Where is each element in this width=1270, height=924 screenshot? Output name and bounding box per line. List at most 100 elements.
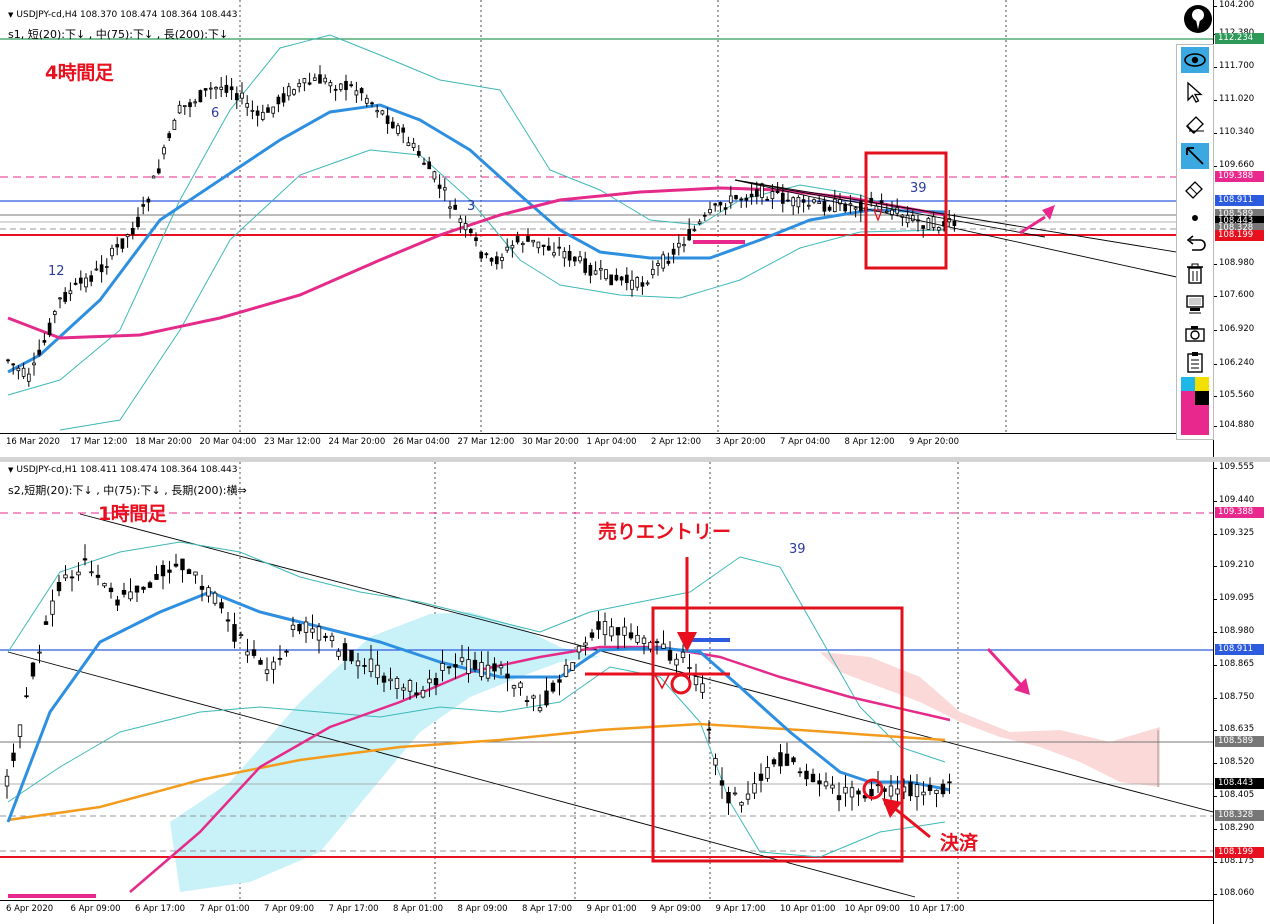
bollinger-upper bbox=[7, 34, 946, 396]
h1-timeframe-label: 1時間足 bbox=[98, 503, 167, 525]
h4-price-axis[interactable]: 112.380111.700111.020110.340109.660108.9… bbox=[1213, 0, 1270, 457]
candle-up bbox=[245, 103, 250, 108]
candle-down bbox=[225, 619, 231, 622]
h1-price-axis[interactable]: 109.555 109.440 109.325 109.210 109.095 108.9… bbox=[1213, 462, 1270, 924]
candle-up bbox=[562, 251, 567, 259]
candle-up bbox=[593, 270, 598, 275]
candle-down bbox=[667, 650, 673, 661]
pane-separator[interactable] bbox=[0, 457, 1270, 462]
price-tag-gray: 108.589 bbox=[1215, 209, 1264, 220]
cursor-icon[interactable] bbox=[1181, 79, 1209, 105]
ma-short-line bbox=[7, 103, 946, 374]
template-icon[interactable] bbox=[1181, 291, 1209, 317]
time-tick-label: 9 Apr 20:00 bbox=[909, 437, 960, 447]
candle-up bbox=[440, 662, 445, 671]
candle-up bbox=[396, 125, 400, 134]
candle-down bbox=[572, 256, 577, 262]
candle-down bbox=[869, 197, 874, 204]
candle-down bbox=[515, 236, 520, 243]
candle-down bbox=[801, 199, 806, 203]
candle-up bbox=[466, 659, 471, 674]
price-tick-label: 111.020 bbox=[1213, 94, 1255, 104]
candle-up bbox=[355, 660, 361, 667]
trash-icon[interactable] bbox=[1181, 261, 1209, 287]
price-tag-magenta: 109.388 bbox=[1215, 507, 1264, 518]
candle-down bbox=[297, 624, 302, 632]
collapse-triangle-icon[interactable]: ▼ bbox=[8, 466, 14, 474]
candle-down bbox=[468, 228, 473, 234]
candle-down bbox=[614, 274, 619, 281]
candle-up bbox=[420, 689, 426, 698]
candle-down bbox=[557, 679, 562, 683]
candle-up bbox=[693, 676, 699, 686]
time-tick-label: 10 Apr 17:00 bbox=[909, 904, 965, 914]
price-tick-label: 108.750 bbox=[1213, 691, 1255, 702]
candle-up bbox=[380, 110, 385, 115]
eraser-icon[interactable] bbox=[1181, 111, 1209, 137]
logo-icon[interactable] bbox=[1183, 4, 1213, 34]
entry-circle bbox=[670, 673, 692, 695]
price-tick-label: 106.920 bbox=[1213, 324, 1255, 334]
candle-down bbox=[908, 781, 913, 797]
collapse-triangle-icon[interactable]: ▼ bbox=[8, 11, 14, 19]
undo-icon[interactable] bbox=[1181, 231, 1209, 257]
h4-chart-pane[interactable]: ▼ USDJPY-cd,H4 108.370 108.474 108.364 10… bbox=[0, 0, 1270, 457]
price-tick-label: 109.325 bbox=[1213, 527, 1255, 538]
candle-down bbox=[557, 246, 562, 249]
candle-up bbox=[177, 104, 182, 114]
candle-up bbox=[17, 724, 23, 737]
price-tag-current: 108.443 bbox=[1215, 778, 1264, 789]
h4-time-axis[interactable]: 16 Mar 2020 17 Mar 12:00 18 Mar 20:00 20 Ma… bbox=[0, 433, 1213, 456]
candle-up bbox=[368, 658, 374, 673]
h1-candles bbox=[4, 544, 952, 815]
price-tick-label: 104.880 bbox=[1213, 420, 1255, 430]
dot-icon[interactable] bbox=[1181, 205, 1209, 231]
candle-up bbox=[832, 198, 837, 213]
candle-up bbox=[700, 683, 705, 693]
candle-up bbox=[16, 367, 21, 372]
candle-down bbox=[390, 121, 395, 129]
arrow-diagonal-icon[interactable] bbox=[1181, 143, 1209, 169]
h1-time-axis[interactable]: 6 Apr 2020 6 Apr 09:00 6 Apr 17:00 7 Apr 01… bbox=[0, 900, 1213, 924]
time-tick-label: 10 Apr 01:00 bbox=[780, 904, 836, 914]
eraser-alt-icon[interactable] bbox=[1181, 175, 1209, 201]
candle-down bbox=[69, 576, 75, 579]
candle-down bbox=[524, 700, 530, 702]
time-tick-label: 17 Mar 12:00 bbox=[70, 437, 128, 447]
price-tag-magenta: 109.388 bbox=[1215, 171, 1264, 182]
projection-arrow bbox=[986, 647, 1024, 688]
candle-down bbox=[734, 195, 738, 200]
candle-down bbox=[224, 84, 229, 93]
candle-down bbox=[416, 151, 421, 156]
camera-icon[interactable] bbox=[1181, 321, 1209, 347]
ma-mid-line bbox=[7, 186, 946, 340]
h4-price-plot[interactable] bbox=[0, 0, 1213, 433]
candle-down bbox=[318, 74, 322, 84]
eye-icon[interactable] bbox=[1181, 47, 1209, 73]
candle-up bbox=[843, 786, 848, 794]
h1-price-plot[interactable] bbox=[0, 462, 1213, 900]
clipboard-icon[interactable] bbox=[1181, 349, 1209, 375]
candle-up bbox=[316, 626, 322, 641]
candle-down bbox=[385, 115, 390, 124]
color-palette-icon[interactable] bbox=[1181, 377, 1209, 435]
candle-up bbox=[645, 282, 650, 285]
candle-up bbox=[806, 204, 811, 207]
candle-down bbox=[203, 88, 208, 91]
candle-up bbox=[375, 664, 380, 679]
candle-down bbox=[37, 349, 42, 356]
candle-down bbox=[739, 198, 744, 201]
trendline bbox=[734, 179, 1046, 238]
time-tick-label: 8 Apr 09:00 bbox=[457, 904, 508, 914]
candle-down bbox=[121, 589, 127, 595]
candle-up bbox=[635, 277, 640, 288]
price-tick-label: 109.440 bbox=[1213, 494, 1255, 505]
candle-down bbox=[479, 251, 484, 259]
candle-up bbox=[21, 367, 26, 377]
candle-down bbox=[702, 214, 707, 217]
h1-chart-pane[interactable]: ▼ USDJPY-cd,H1 108.411 108.474 108.364 10… bbox=[0, 462, 1270, 924]
candle-up bbox=[32, 362, 36, 366]
candle-up bbox=[388, 678, 393, 682]
candle-up bbox=[739, 802, 744, 806]
candle-up bbox=[934, 789, 939, 794]
